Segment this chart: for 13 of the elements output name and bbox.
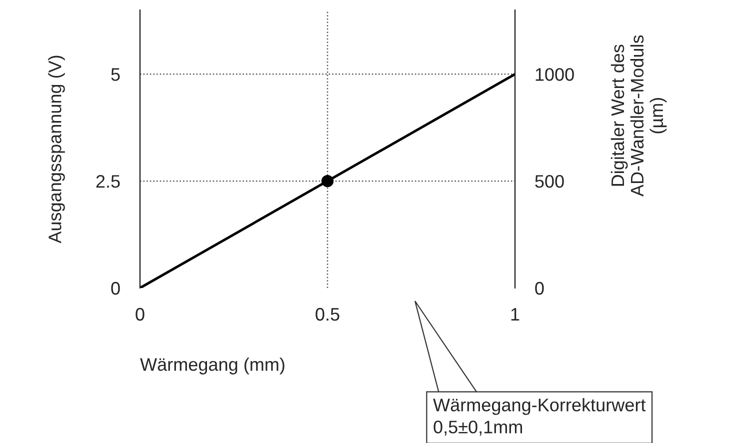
y-tick-label: 0 [111,282,120,295]
y-tick-label: 2.5 [96,175,120,188]
y-axis-title: Ausgangsspannung (V) [48,56,65,244]
y2-axis-title: Digitaler Wert des AD-Wandler-Moduls (µm) [610,35,667,197]
x-tick-label: 0.5 [316,308,340,321]
x-axis-title: Wärmegang (mm) [140,358,284,374]
x-tick-label: 1 [511,308,520,321]
text: Wärmegang-Korrekturwert 0,5±0,1mm [433,398,646,436]
y2-tick-label: 0 [535,282,544,295]
y2-tick-label: 1000 [536,68,574,81]
y-tick-label: 5 [111,68,120,81]
y2-tick-label: 500 [535,175,564,188]
x-tick-label: 0 [136,308,144,321]
